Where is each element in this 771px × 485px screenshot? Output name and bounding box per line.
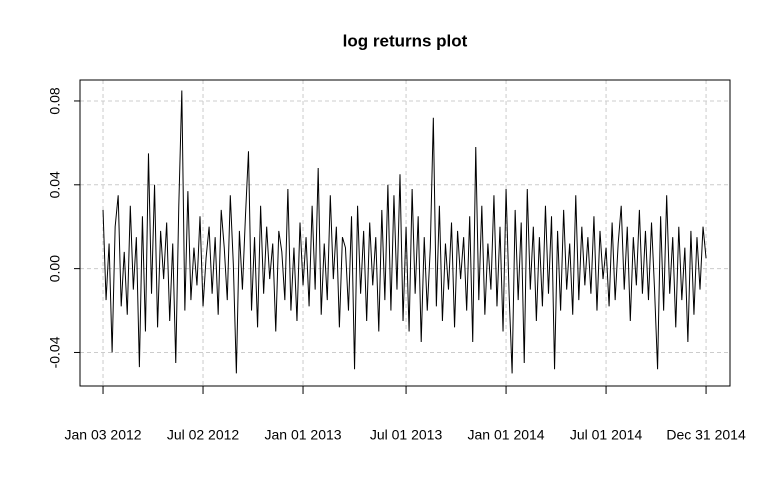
- chart-title: log returns plot: [343, 31, 468, 50]
- y-tick-label: -0.04: [47, 336, 63, 368]
- x-tick-label: Dec 31 2014: [666, 427, 746, 443]
- x-tick-label: Jul 01 2013: [370, 427, 443, 443]
- x-tick-label: Jul 01 2014: [570, 427, 643, 443]
- x-tick-label: Jan 03 2012: [64, 427, 141, 443]
- data-line: [102, 90, 707, 374]
- x-tick-label: Jan 01 2014: [468, 427, 545, 443]
- y-tick-label: 0.00: [47, 255, 63, 282]
- y-tick-label: 0.08: [47, 87, 63, 114]
- y-tick-label: 0.04: [47, 171, 63, 198]
- x-tick-label: Jan 01 2013: [264, 427, 341, 443]
- plot-frame: [79, 79, 731, 387]
- x-tick-label: Jul 02 2012: [167, 427, 240, 443]
